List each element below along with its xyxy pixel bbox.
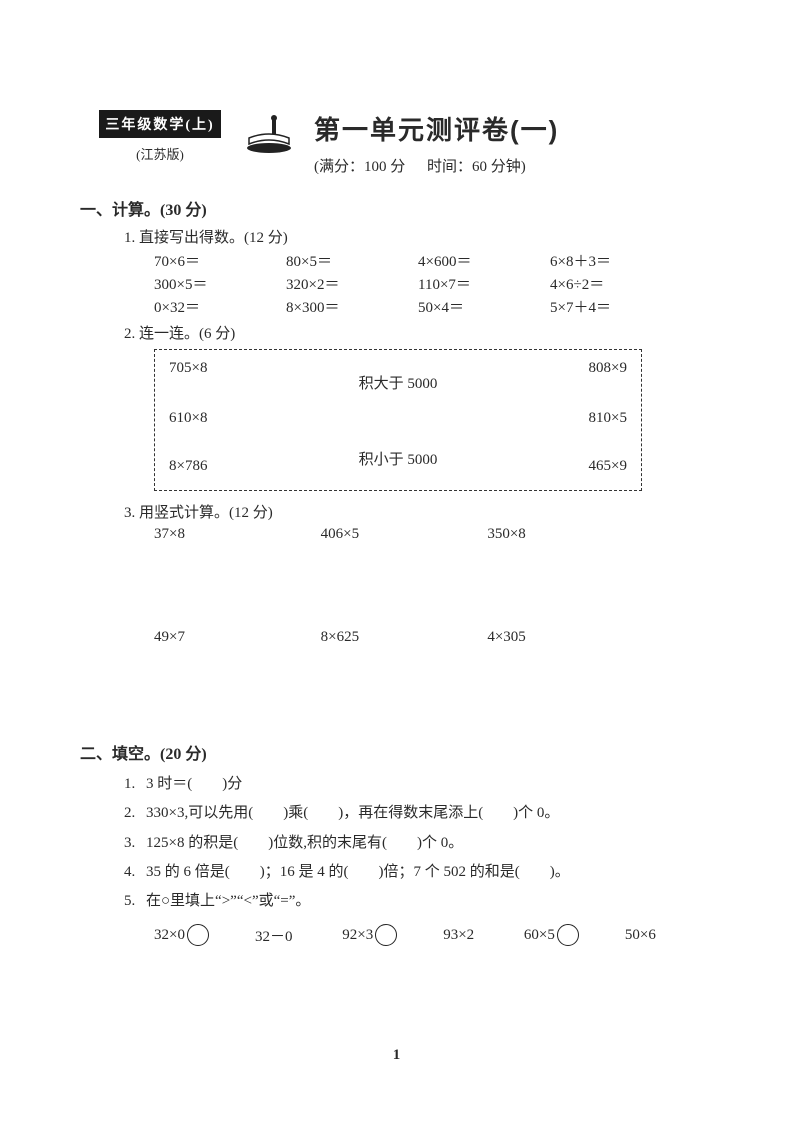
calc-cell: 4×600＝: [418, 249, 550, 272]
item-num: 3.: [124, 829, 146, 858]
item-num: 2.: [124, 799, 146, 828]
match-target-greater: 积大于 5000: [155, 372, 641, 393]
compare-item: 92×393×2: [342, 924, 474, 946]
calc-cell: 0×32＝: [154, 295, 286, 318]
item-num: 4.: [124, 858, 146, 887]
worksheet-header: 三年级数学(上) (江苏版) 第一单元测评卷(一) (满分：100 分 时间：6…: [80, 110, 713, 176]
compare-item: 60×550×6: [524, 924, 656, 946]
fill-blank-list: 1.3 时＝( )分 2.330×3,可以先用( )乘( )，再在得数末尾添上(…: [124, 770, 713, 916]
vcalc-cell: 8×625: [321, 627, 488, 648]
grade-badge: 三年级数学(上): [99, 110, 220, 138]
compare-row: 32×032－0 92×393×2 60×550×6: [154, 924, 713, 946]
vcalc-cell: 37×8: [154, 524, 321, 545]
circle-blank: [375, 924, 397, 946]
books-icon: [244, 114, 294, 154]
vcalc-cell: 4×305: [487, 627, 654, 648]
question-1-3-label: 3. 用竖式计算。(12 分): [124, 501, 713, 522]
worksheet-meta: (满分：100 分 时间：60 分钟): [314, 155, 713, 176]
match-left-item: 610×8: [169, 410, 207, 427]
question-1-1-label: 1. 直接写出得数。(12 分): [124, 226, 713, 247]
match-right-item: 810×5: [589, 410, 627, 427]
calc-cell: 6×8＋3＝: [550, 249, 682, 272]
calc-cell: 300×5＝: [154, 272, 286, 295]
calc-cell: 4×6÷2＝: [550, 272, 682, 295]
item-text: 在○里填上“>”“<”或“=”。: [146, 887, 310, 916]
calc-cell: 80×5＝: [286, 249, 418, 272]
circle-blank: [187, 924, 209, 946]
vertical-calc-grid: 37×8 406×5 350×8 49×7 8×625 4×305: [154, 524, 713, 730]
item-text: 125×8 的积是( )位数,积的末尾有( )个 0。: [146, 829, 463, 858]
vcalc-cell: 406×5: [321, 524, 488, 545]
full-score-label: (满分：100 分: [314, 159, 405, 175]
worksheet-title: 第一单元测评卷(一): [314, 110, 713, 147]
item-text: 35 的 6 倍是( )；16 是 4 的( )倍；7 个 502 的和是( )…: [146, 858, 570, 887]
match-target-less: 积小于 5000: [155, 448, 641, 469]
item-num: 5.: [124, 887, 146, 916]
calc-cell: 8×300＝: [286, 295, 418, 318]
item-num: 1.: [124, 770, 146, 799]
vcalc-cell: 49×7: [154, 627, 321, 648]
section-1-heading: 一、计算。(30 分): [80, 196, 713, 220]
calc-cell: 320×2＝: [286, 272, 418, 295]
item-text: 330×3,可以先用( )乘( )，再在得数末尾添上( )个 0。: [146, 799, 559, 828]
item-text: 3 时＝( )分: [146, 770, 242, 799]
calc-cell: 70×6＝: [154, 249, 286, 272]
matching-box: 705×8 610×8 8×786 808×9 810×5 465×9 积大于 …: [154, 349, 642, 491]
vcalc-cell: 350×8: [487, 524, 654, 545]
question-1-2-label: 2. 连一连。(6 分): [124, 322, 713, 343]
mental-math-grid: 70×6＝ 80×5＝ 4×600＝ 6×8＋3＝ 300×5＝ 320×2＝ …: [154, 249, 713, 318]
calc-cell: 5×7＋4＝: [550, 295, 682, 318]
page-number: 1: [0, 1047, 793, 1064]
calc-cell: 50×4＝: [418, 295, 550, 318]
calc-cell: 110×7＝: [418, 272, 550, 295]
compare-item: 32×032－0: [154, 924, 292, 946]
section-2-heading: 二、填空。(20 分): [80, 740, 713, 764]
circle-blank: [557, 924, 579, 946]
edition-label: (江苏版): [80, 144, 240, 163]
time-limit-label: 时间：60 分钟): [427, 159, 526, 175]
